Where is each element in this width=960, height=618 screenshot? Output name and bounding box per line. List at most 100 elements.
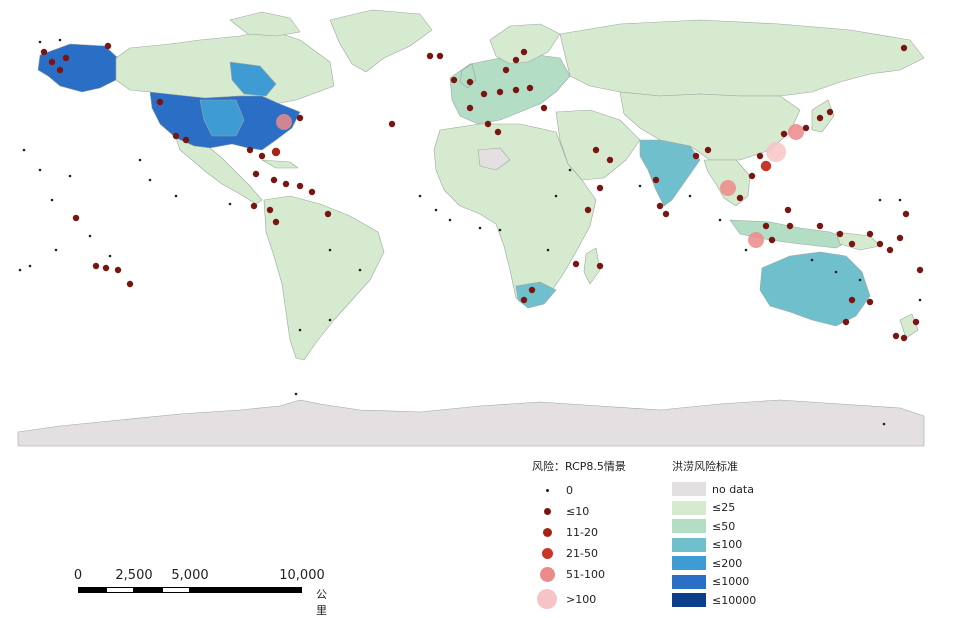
risk-point: [652, 176, 660, 184]
risk-point: [898, 198, 902, 202]
risk-legend-title: 风险：RCP8.5情景: [532, 460, 626, 473]
risk-point: [448, 218, 452, 222]
region-australia: [759, 251, 871, 327]
risk-point: [512, 86, 520, 94]
risk-point: [780, 130, 788, 138]
world-map: [17, 9, 925, 447]
region-canada: [115, 29, 335, 105]
scale-segment: [190, 587, 302, 593]
risk-point: [656, 202, 664, 210]
risk-point: [762, 222, 770, 230]
region-mexico: [175, 137, 263, 205]
risk-point: [788, 124, 804, 140]
scale-unit: 公里: [316, 588, 327, 617]
risk-point: [584, 206, 592, 214]
region-japan: [811, 99, 835, 133]
standard-legend-item: ≤1000: [672, 573, 792, 592]
region-south-america: [263, 195, 385, 361]
standard-label-0: no data: [712, 482, 754, 496]
risk-point: [56, 66, 64, 74]
risk-point: [426, 52, 434, 60]
risk-point: [572, 260, 580, 268]
scale-segment: [134, 587, 162, 593]
risk-point: [252, 170, 260, 178]
risk-point: [520, 48, 528, 56]
risk-point: [388, 120, 396, 128]
risk-point: [546, 248, 550, 252]
risk-point: [250, 202, 258, 210]
risk-point: [502, 66, 510, 74]
risk-point: [768, 236, 776, 244]
risk-point: [526, 84, 534, 92]
risk-point: [554, 194, 558, 198]
risk-point: [68, 174, 72, 178]
scale-bar: 0 2,500 5,000 10,000 公里: [74, 568, 334, 617]
flood-standard-legend: 洪涝风险标准 no data ≤25 ≤50 ≤100 ≤200 ≤1000 ≤…: [672, 458, 792, 610]
risk-point: [638, 184, 642, 188]
risk-point: [592, 146, 600, 154]
risk-point: [294, 392, 298, 396]
risk-point: [836, 230, 844, 238]
risk-point: [748, 172, 756, 180]
risk-point: [102, 264, 110, 272]
standard-swatch-2: [672, 519, 706, 534]
risk-point: [88, 234, 92, 238]
standard-swatch-6: [672, 593, 706, 608]
risk-point: [28, 264, 32, 268]
risk-point: [272, 218, 280, 226]
region-madagascar: [583, 247, 601, 285]
risk-point: [810, 258, 814, 262]
risk-point: [900, 44, 908, 52]
region-greenland: [329, 9, 433, 73]
standard-legend-item: ≤100: [672, 536, 792, 555]
region-russia: [559, 19, 925, 97]
risk-point: [848, 240, 856, 248]
risk-point: [436, 52, 444, 60]
risk-point: [172, 132, 180, 140]
risk-point: [228, 202, 232, 206]
risk-label-4: 51-100: [566, 568, 605, 581]
scale-label-10000: 10,000: [279, 568, 325, 583]
risk-point: [271, 147, 281, 157]
risk-point: [40, 48, 48, 56]
risk-symbol-0: [532, 480, 562, 501]
standard-swatch-5: [672, 574, 706, 589]
risk-point: [18, 268, 22, 272]
risk-point: [892, 332, 900, 340]
risk-point: [38, 168, 42, 172]
risk-legend-item: >100: [532, 585, 652, 613]
risk-point: [494, 128, 502, 136]
risk-point: [358, 268, 362, 272]
risk-point: [496, 88, 504, 96]
risk-symbol-1: [532, 501, 562, 522]
standard-legend-item: ≤10000: [672, 591, 792, 610]
risk-label-0: 0: [566, 484, 573, 497]
risk-point: [72, 214, 80, 222]
risk-legend-item: 51-100: [532, 564, 652, 585]
risk-legend-item: 21-50: [532, 543, 652, 564]
risk-point: [104, 42, 112, 50]
risk-legend-item: 11-20: [532, 522, 652, 543]
risk-point: [718, 218, 722, 222]
risk-point: [520, 296, 528, 304]
risk-point: [92, 262, 100, 270]
risk-point: [484, 120, 492, 128]
risk-point: [296, 114, 304, 122]
risk-point: [596, 184, 604, 192]
risk-point: [878, 198, 882, 202]
risk-point: [736, 194, 744, 202]
region-sahara-nodata: [477, 147, 511, 171]
risk-point: [866, 230, 874, 238]
standard-label-1: ≤25: [712, 501, 736, 515]
risk-point: [276, 114, 292, 130]
standard-label-4: ≤200: [712, 556, 743, 570]
risk-point: [156, 98, 164, 106]
risk-point: [22, 148, 26, 152]
risk-point: [912, 318, 920, 326]
risk-point: [744, 248, 748, 252]
scale-segment: [78, 587, 106, 593]
region-antarctica: [17, 399, 925, 447]
risk-point: [50, 198, 54, 202]
risk-point: [296, 182, 304, 190]
risk-points-layer: [18, 38, 924, 426]
